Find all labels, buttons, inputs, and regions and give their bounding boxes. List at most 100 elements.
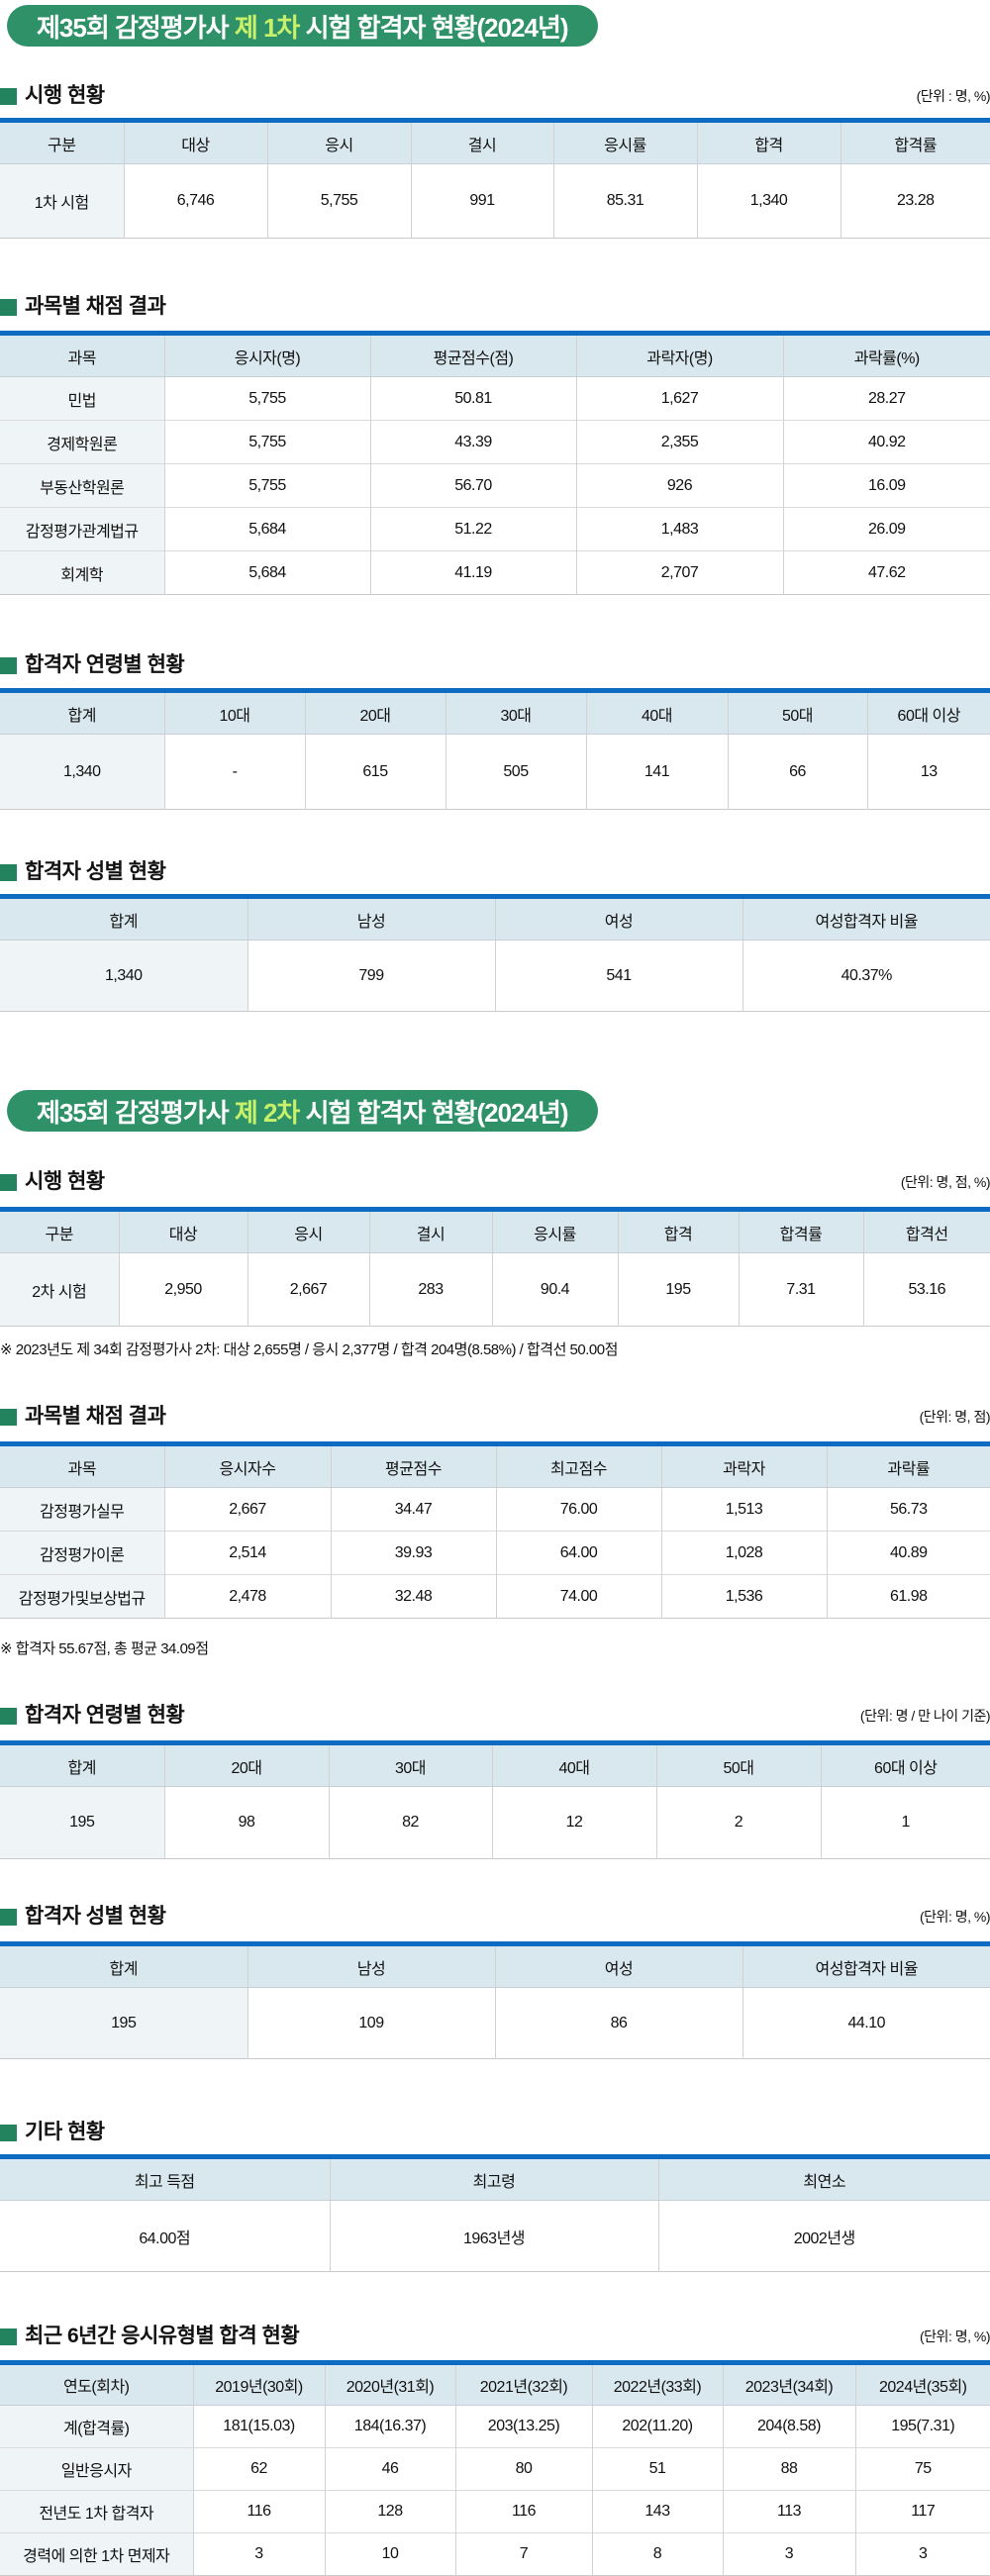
table-row: 감정평가이론 2,514 39.93 64.00 1,028 40.89 bbox=[0, 1531, 990, 1575]
table-cell: 143 bbox=[591, 2490, 723, 2533]
section-title: 과목별 채점 결과 bbox=[0, 1405, 166, 1429]
table-cell: 5,755 bbox=[163, 376, 370, 421]
table-row: 감정평가및보상법규 2,478 32.48 74.00 1,536 61.98 bbox=[0, 1574, 990, 1619]
table-cell: 46 bbox=[324, 2447, 455, 2491]
table-cell: 283 bbox=[368, 1252, 492, 1327]
table-cell: 40.92 bbox=[782, 420, 990, 464]
column-header: 50대 bbox=[727, 690, 867, 735]
table-cell: 76.00 bbox=[495, 1487, 661, 1532]
footnote-subjects2: ※ 합격자 55.67점, 총 평균 34.09점 bbox=[0, 1640, 209, 1657]
table-header-row: 구분 대상 응시 결시 응시률 합격 합격률 bbox=[0, 120, 990, 164]
table-cell: 43.39 bbox=[369, 420, 576, 464]
column-header: 40대 bbox=[491, 1742, 656, 1787]
column-header: 60대 이상 bbox=[820, 1742, 990, 1787]
table-cell: 1,513 bbox=[660, 1487, 827, 1532]
table-header-row: 연도(회차) 2019년(30회) 2020년(31회) 2021년(32회) 2022… bbox=[0, 2362, 990, 2406]
table-cell: 감정평가및보상법규 bbox=[0, 1574, 164, 1619]
badge-highlight: 제 2차 bbox=[234, 1097, 301, 1128]
column-header: 과락률 bbox=[826, 1443, 990, 1488]
section-header-exam2: 시행 현황 (단위: 명, 점, %) bbox=[0, 1170, 990, 1194]
section-bullet-icon bbox=[0, 863, 17, 881]
column-header: 최연소 bbox=[657, 2156, 990, 2201]
table-cell: 감정평가관계법규 bbox=[0, 507, 164, 551]
unit-label: (단위: 명 / 만 나이 기준) bbox=[859, 1708, 990, 1724]
table-cell: 10 bbox=[324, 2532, 455, 2576]
table-cell: 5,684 bbox=[163, 507, 370, 551]
table-row: 일반응시자 62 46 80 51 88 75 bbox=[0, 2447, 990, 2491]
section-header-subjects2: 과목별 채점 결과 (단위: 명, 점) bbox=[0, 1405, 990, 1429]
column-header: 여성 bbox=[494, 896, 742, 941]
column-header: 2022년(33회) bbox=[591, 2362, 723, 2406]
footnote-exam2: ※ 2023년도 제 34회 감정평가사 2차: 대상 2,655명 / 응시 … bbox=[0, 1341, 618, 1358]
table-cell: 80 bbox=[454, 2447, 592, 2491]
badge-text-prefix: 제35회 감정평가사 bbox=[37, 12, 230, 43]
six-year-table: 연도(회차) 2019년(30회) 2020년(31회) 2021년(32회) 2022… bbox=[0, 2360, 990, 2576]
table-cell: 5,755 bbox=[163, 463, 370, 508]
table-cell: 1,340 bbox=[0, 734, 164, 810]
section-bullet-icon bbox=[0, 2328, 17, 2345]
table-cell: 56.70 bbox=[369, 463, 576, 508]
table-cell: 5,755 bbox=[266, 163, 411, 239]
section-title-text: 합격자 연령별 현황 bbox=[25, 653, 185, 676]
badge-text-suffix: 시험 합격자 현황(2024년) bbox=[305, 1097, 569, 1128]
table-cell: 1,028 bbox=[660, 1531, 827, 1575]
section-title-text: 과목별 채점 결과 bbox=[25, 295, 166, 318]
table-cell: 1차 시험 bbox=[0, 163, 124, 239]
exam2-table: 구분 대상 응시 결시 응시률 합격 합격률 합격선 2차 시험 2,950 2,667 283 90.… bbox=[0, 1207, 990, 1327]
table-row: 1,340-615 505 141 66 13 bbox=[0, 734, 990, 810]
badge-text-suffix: 시험 합격자 현황(2024년) bbox=[305, 12, 569, 43]
table-cell: 53.16 bbox=[862, 1252, 990, 1327]
column-header: 연도(회차) bbox=[0, 2362, 193, 2406]
table-row: 경제학원론 5,755 43.39 2,355 40.92 bbox=[0, 420, 990, 464]
table-cell: 7.31 bbox=[738, 1252, 863, 1327]
table-cell: 926 bbox=[575, 463, 783, 508]
table-cell: 1 bbox=[820, 1786, 990, 1859]
section-header-exam1: 시행 현황 (단위 : 명, %) bbox=[0, 84, 990, 108]
table-cell: 1,340 bbox=[0, 940, 248, 1012]
table-cell: 109 bbox=[247, 1987, 495, 2059]
table-cell: 2,514 bbox=[163, 1531, 331, 1575]
column-header: 대상 bbox=[123, 120, 267, 164]
column-header: 구분 bbox=[0, 120, 124, 164]
section-bullet-icon bbox=[0, 1908, 17, 1926]
table-cell: 85.31 bbox=[552, 163, 697, 239]
table-cell: 2,355 bbox=[575, 420, 783, 464]
table-cell: 부동산학원론 bbox=[0, 463, 164, 508]
table-cell: 61.98 bbox=[826, 1574, 990, 1619]
column-header: 응시률 bbox=[491, 1209, 618, 1253]
table-row: 전년도 1차 합격자 116 128 116 143 113 117 bbox=[0, 2490, 990, 2533]
column-header: 합계 bbox=[0, 1943, 248, 1988]
section-bullet-icon bbox=[0, 1707, 17, 1725]
table-cell: 감정평가실무 bbox=[0, 1487, 164, 1532]
section-title: 합격자 성별 현황 bbox=[0, 860, 166, 884]
table-row: 민법 5,755 50.81 1,627 28.27 bbox=[0, 376, 990, 421]
section-header-age1: 합격자 연령별 현황 bbox=[0, 653, 990, 677]
column-header: 30대 bbox=[328, 1742, 492, 1787]
table-header-row: 과목 응시자(명) 평균점수(점) 과락자(명) 과락률(%) bbox=[0, 333, 990, 377]
column-header: 평균점수(점) bbox=[369, 333, 576, 377]
table-row: 195 98 82 12 2 1 bbox=[0, 1786, 990, 1859]
section-bullet-icon bbox=[0, 1408, 17, 1426]
table-cell: 64.00점 bbox=[139, 2229, 191, 2247]
column-header: 최고 득점 bbox=[0, 2156, 330, 2201]
section-title: 최근 6년간 응시유형별 합격 현황 bbox=[0, 2325, 300, 2348]
table-cell: 98 bbox=[163, 1786, 329, 1859]
column-header: 여성합격자 비율 bbox=[742, 1943, 990, 1988]
column-header: 2024년(35회) bbox=[854, 2362, 990, 2406]
column-header: 응시 bbox=[247, 1209, 369, 1253]
column-header: 합격률 bbox=[840, 120, 990, 164]
section-bullet-icon bbox=[0, 1173, 17, 1191]
table-cell: 3 bbox=[192, 2532, 325, 2576]
table-cell: 128 bbox=[324, 2490, 455, 2533]
section-header-subjects1: 과목별 채점 결과 bbox=[0, 295, 990, 319]
table-cell: 34.47 bbox=[330, 1487, 496, 1532]
column-header: 응시자수 bbox=[163, 1443, 331, 1488]
table-cell: 88 bbox=[722, 2447, 855, 2491]
column-header: 남성 bbox=[247, 896, 495, 941]
column-header: 50대 bbox=[655, 1742, 821, 1787]
part1-title-badge: 제35회 감정평가사 제 1차 시험 합격자 현황(2024년) bbox=[7, 5, 598, 47]
table-cell: 505 bbox=[445, 734, 586, 810]
column-header: 결시 bbox=[368, 1209, 492, 1253]
gender1-table: 합계 남성 여성 여성합격자 비율 1,340 799 541 40.37% bbox=[0, 894, 990, 1012]
table-cell: 204(8.58) bbox=[722, 2405, 855, 2448]
